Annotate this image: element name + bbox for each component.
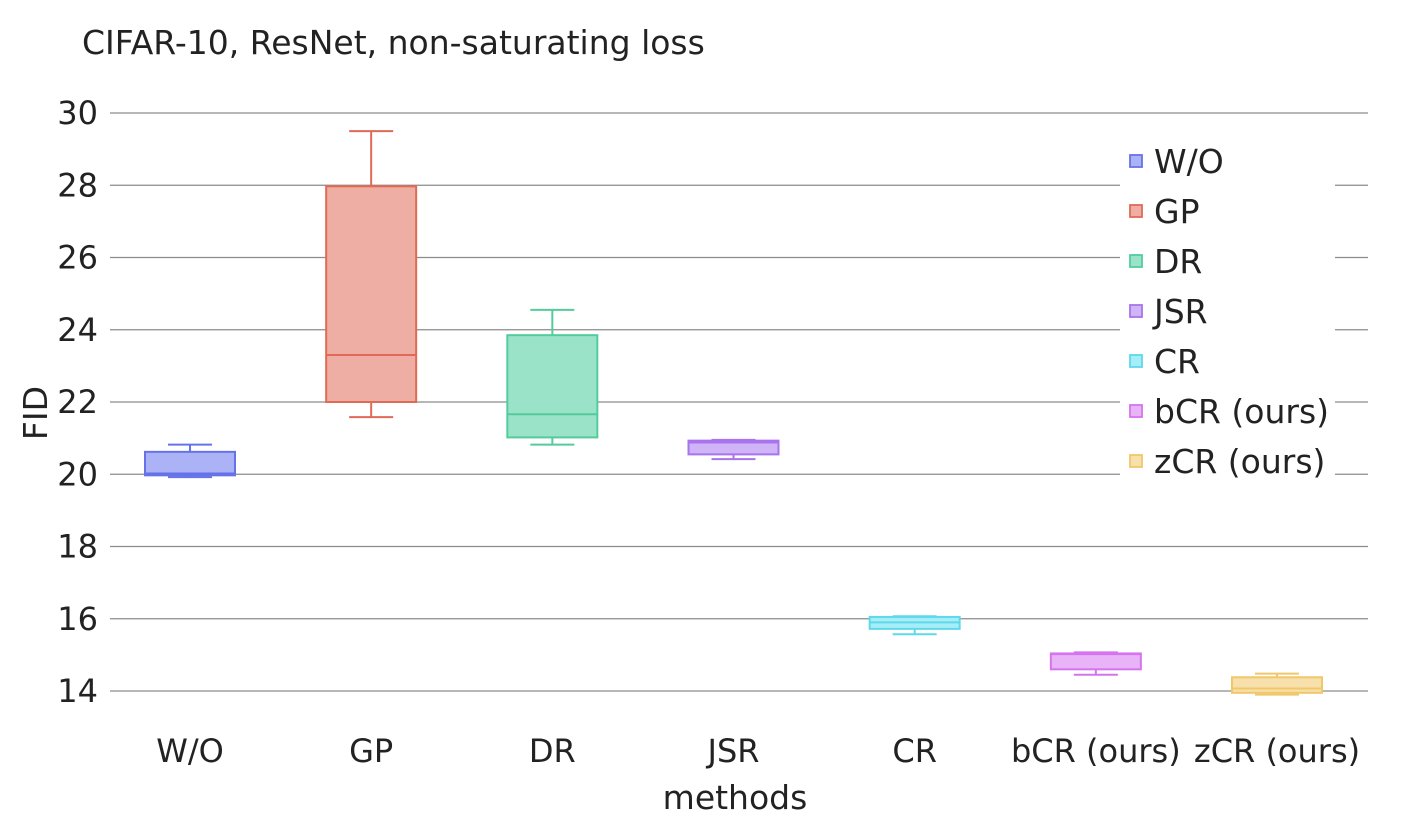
- y-tick-label: 24: [57, 311, 98, 349]
- legend-label: CR: [1154, 342, 1200, 381]
- x-tick-label: GP: [349, 732, 393, 770]
- legend-background: [1120, 137, 1335, 477]
- iqr-box: [1049, 652, 1142, 671]
- x-tick-label: W/O: [156, 732, 224, 770]
- legend-swatch: [1129, 254, 1143, 268]
- box-zcr-ours: [1231, 672, 1323, 696]
- y-tick-label: 22: [57, 383, 98, 421]
- x-axis-label: methods: [663, 778, 808, 817]
- iqr-box: [1231, 676, 1323, 694]
- y-tick-label: 30: [57, 94, 98, 132]
- x-tick-labels: W/O GP DR JSR CR bCR (ours) zCR (ours): [156, 732, 1360, 770]
- legend-swatch: [1129, 404, 1143, 418]
- y-tick-label: 16: [57, 600, 98, 638]
- x-tick-label: bCR (ours): [1011, 732, 1181, 770]
- box-gp: [325, 130, 418, 419]
- y-tick-label: 26: [57, 239, 98, 277]
- y-tick-label: 28: [57, 166, 98, 204]
- y-tick-label: 18: [57, 528, 98, 566]
- box-bcr-ours: [1049, 651, 1142, 676]
- chart-title: CIFAR-10, ResNet, non-saturating loss: [82, 23, 705, 62]
- box-cr: [868, 615, 961, 636]
- legend-label: zCR (ours): [1154, 442, 1325, 481]
- y-axis-label: FID: [16, 386, 55, 440]
- y-tick-label: 14: [57, 672, 98, 710]
- grid-lines: [110, 112, 1368, 692]
- legend-swatch: [1129, 154, 1143, 168]
- y-tick-label: 20: [57, 455, 98, 493]
- legend-label: JSR: [1152, 292, 1208, 331]
- box-dr: [506, 308, 599, 446]
- box-jsr: [687, 438, 780, 461]
- x-tick-label: zCR (ours): [1194, 732, 1360, 770]
- legend-swatch: [1129, 454, 1143, 468]
- legend-label: GP: [1154, 192, 1199, 231]
- y-tick-labels: 14 16 18 20 22 24 26 28 30: [57, 94, 98, 710]
- iqr-box: [687, 439, 780, 456]
- legend-swatch: [1129, 204, 1143, 218]
- legend-swatch: [1129, 354, 1143, 368]
- legend-label: bCR (ours): [1154, 392, 1329, 431]
- x-tick-label: JSR: [706, 732, 760, 770]
- iqr-box: [325, 185, 418, 403]
- box-w-o: [144, 443, 236, 479]
- legend-label: W/O: [1154, 142, 1224, 181]
- boxes: [144, 130, 1323, 696]
- legend: W/O GP DR JSR CR bCR (ours) zCR (ours): [1120, 137, 1335, 481]
- iqr-box: [144, 450, 236, 477]
- legend-swatch: [1129, 304, 1143, 318]
- legend-label: DR: [1154, 242, 1202, 281]
- x-tick-label: CR: [892, 732, 937, 770]
- iqr-box: [506, 334, 599, 439]
- x-tick-label: DR: [529, 732, 576, 770]
